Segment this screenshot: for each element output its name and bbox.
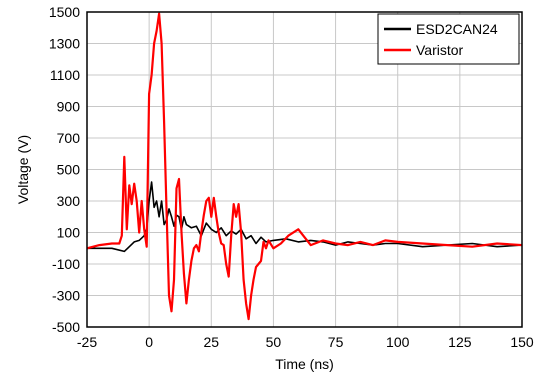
series-line-esd2can24 (87, 181, 523, 253)
legend-box (377, 13, 520, 65)
x-tick-label: 125 (448, 334, 472, 350)
legend-label-varistor: Varistor (416, 42, 464, 58)
plot-frame (86, 11, 523, 328)
x-tick-label: 50 (266, 334, 282, 350)
x-tick-label: 0 (145, 334, 153, 350)
y-axis-label: Voltage (V) (15, 135, 31, 204)
x-tick-label: 75 (328, 334, 344, 350)
x-axis-label: Time (ns) (275, 356, 334, 372)
x-tick-label: -25 (77, 334, 97, 350)
y-tick-label: 700 (57, 130, 81, 146)
series-layer (86, 12, 523, 321)
x-tick-label: 150 (510, 334, 534, 350)
series-line-varistor (86, 12, 523, 321)
y-tick-label: -500 (52, 319, 80, 335)
y-tick-labels: -500 -300 -100 100 300 500 700 900 1100 1300 1500 (49, 4, 80, 335)
legend-label-esd2can24: ESD2CAN24 (416, 21, 498, 37)
x-tick-label: 25 (203, 334, 219, 350)
x-tick-label: 100 (386, 334, 410, 350)
y-tick-label: 1100 (50, 67, 80, 83)
y-tick-label: 900 (57, 99, 81, 115)
y-tick-label: 1500 (49, 4, 80, 20)
x-tick-labels: -25 0 25 50 75 100 125 150 (77, 334, 534, 350)
y-tick-label: -100 (52, 256, 80, 272)
y-tick-label: 500 (57, 162, 81, 178)
legend: ESD2CAN24 Varistor (377, 13, 520, 65)
y-tick-label: 1300 (49, 36, 80, 52)
y-tick-label: 100 (57, 225, 81, 241)
y-tick-label: 300 (57, 193, 81, 209)
y-tick-label: -300 (52, 288, 80, 304)
